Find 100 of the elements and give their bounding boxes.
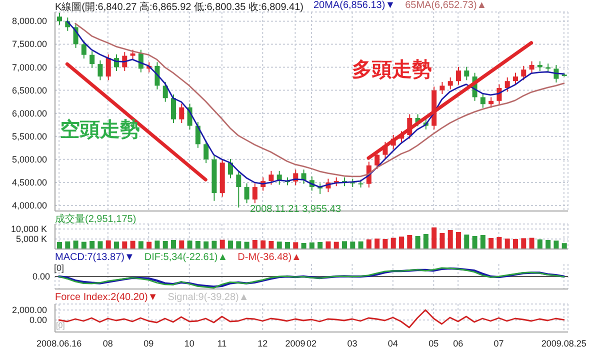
bar xyxy=(187,240,192,249)
x-tick-label: 2009.08.25 xyxy=(541,338,586,348)
bar xyxy=(415,236,420,249)
y-tick-label: 10,000 K xyxy=(10,224,47,234)
y-tick-label: 6,000.00 xyxy=(12,108,47,118)
bar xyxy=(179,240,184,249)
bar xyxy=(464,234,470,249)
bar xyxy=(562,243,567,249)
bar xyxy=(106,240,111,249)
bar xyxy=(293,242,298,249)
bar xyxy=(73,240,78,249)
bar xyxy=(90,241,95,249)
candlestick xyxy=(130,49,136,60)
x-tick-label: 06 xyxy=(453,338,464,348)
bar xyxy=(301,243,306,249)
bar xyxy=(407,235,412,249)
bar xyxy=(529,238,534,249)
candlestick xyxy=(98,60,103,81)
candlestick xyxy=(171,94,176,124)
bar xyxy=(390,238,396,249)
text: 20MA(6,856.13)▼ xyxy=(313,0,396,13)
y-tick-label: 5,000 K xyxy=(16,234,47,244)
candlestick xyxy=(204,140,209,164)
bar xyxy=(130,240,136,249)
candlestick xyxy=(57,12,62,26)
x-tick-label: 08 xyxy=(102,338,113,348)
candlestick xyxy=(448,76,453,90)
candlestick xyxy=(268,170,274,186)
bar xyxy=(513,239,518,249)
bar xyxy=(195,241,200,249)
bar xyxy=(212,240,217,249)
bar xyxy=(521,238,526,249)
bar xyxy=(440,233,445,249)
bar xyxy=(154,240,160,249)
bar xyxy=(448,230,453,249)
bar xyxy=(268,241,274,249)
bar xyxy=(342,241,347,249)
bar xyxy=(81,242,86,249)
series-label: 成交量(2,951,175) xyxy=(55,212,136,226)
y-tick-label: 7,000.00 xyxy=(12,62,47,72)
bar xyxy=(204,241,209,249)
candlestick xyxy=(464,66,470,81)
bar xyxy=(65,241,70,249)
bar xyxy=(472,236,478,249)
candlestick xyxy=(236,170,242,208)
candlestick xyxy=(90,50,95,68)
y-tick-label: 8,000.00 xyxy=(12,16,47,26)
y-tick-label: 0.00 xyxy=(29,315,47,325)
bar xyxy=(138,241,144,249)
candlestick xyxy=(440,82,445,94)
bar xyxy=(382,239,388,249)
bar xyxy=(480,235,486,249)
bar xyxy=(276,242,282,249)
bar xyxy=(114,242,119,249)
bar xyxy=(285,242,290,249)
y-tick-label: 4,000.00 xyxy=(12,200,47,210)
x-tick-label: 04 xyxy=(388,338,398,348)
bar xyxy=(244,242,250,249)
text: Signal:9(-39.28)▲ xyxy=(168,292,249,303)
y-tick-label: 5,500.00 xyxy=(12,131,47,142)
line-series xyxy=(58,309,565,328)
candlestick xyxy=(244,182,250,204)
candlestick xyxy=(488,96,494,108)
candlestick xyxy=(252,182,258,204)
annotation: [0] xyxy=(54,263,64,273)
bar xyxy=(496,237,502,249)
candlestick xyxy=(301,169,306,184)
annotation: [0] xyxy=(56,320,65,330)
candlestick xyxy=(456,66,461,86)
bar xyxy=(228,240,233,249)
x-tick-label: 09 xyxy=(144,338,154,348)
x-tick-label: 03 xyxy=(347,338,358,348)
bar xyxy=(374,238,380,249)
candlestick xyxy=(513,72,518,86)
x-tick-label: 2009 xyxy=(285,338,306,348)
candlestick xyxy=(554,64,559,83)
bar xyxy=(537,239,542,249)
x-tick-label: 02 xyxy=(306,338,317,348)
x-tick-label: 2008.06.16 xyxy=(36,338,82,348)
annotation: 多頭走勢 xyxy=(352,59,432,81)
x-tick-label: 12 xyxy=(258,338,268,348)
y-tick-label: 2,000.00 xyxy=(12,305,47,315)
bar xyxy=(162,241,168,249)
x-tick-label: 11 xyxy=(217,338,227,348)
series-label: DIF:5,34(-22.61)▲ xyxy=(144,252,228,263)
y-tick-label: 6,500.00 xyxy=(12,85,47,96)
text: 65MA(6,652.73)▲ xyxy=(405,0,487,13)
bar xyxy=(350,242,356,249)
bar xyxy=(220,240,225,249)
bar xyxy=(318,242,323,249)
candlestick xyxy=(480,93,486,108)
bar xyxy=(309,242,314,249)
bar xyxy=(456,232,461,249)
x-tick-label: 07 xyxy=(494,338,504,348)
y-tick-label: 4,500.00 xyxy=(12,177,47,188)
bar xyxy=(546,240,551,249)
bar xyxy=(57,242,62,249)
annotation: 空頭走勢 xyxy=(60,119,140,141)
bar xyxy=(98,241,103,249)
bar xyxy=(171,240,176,249)
